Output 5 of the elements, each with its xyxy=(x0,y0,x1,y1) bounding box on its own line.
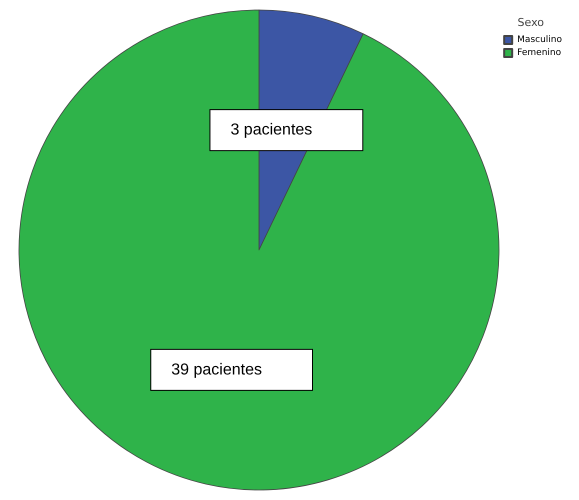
legend-label: Masculino xyxy=(517,35,562,45)
data-label: 39 pacientes xyxy=(171,361,262,378)
legend-label: Femenino xyxy=(517,48,562,58)
legend-title: Sexo xyxy=(518,16,544,29)
data-label: 3 pacientes xyxy=(230,122,312,139)
